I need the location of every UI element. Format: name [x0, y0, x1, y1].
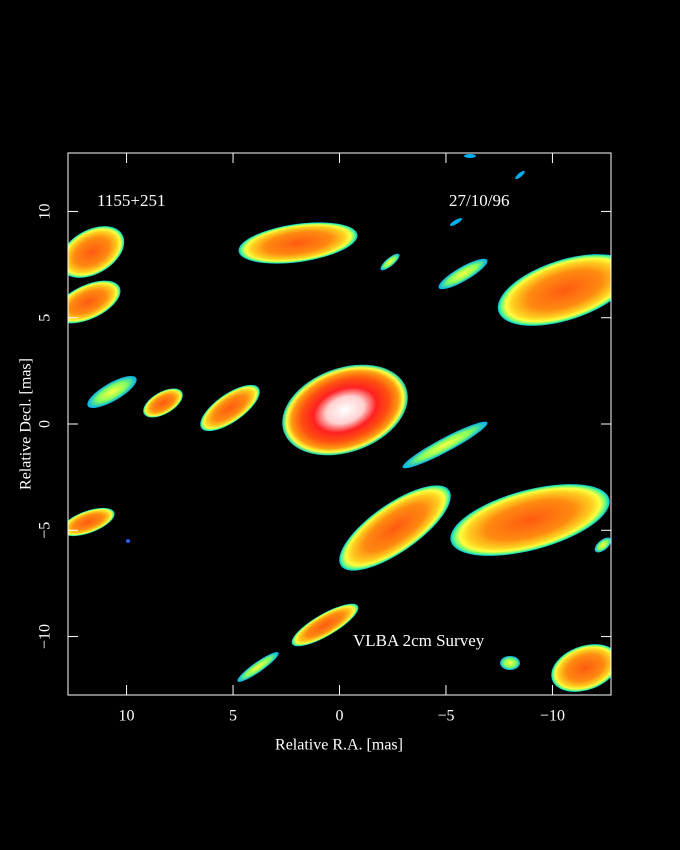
x-tick-label: −5 — [437, 708, 454, 725]
x-tick-label: 0 — [336, 708, 344, 725]
annotation: 27/10/96 — [449, 191, 509, 210]
y-tick-label: 5 — [37, 314, 54, 322]
y-axis-label: Relative Decl. [mas] — [18, 358, 35, 490]
image — [68, 154, 611, 692]
y-tick-label: −5 — [37, 522, 54, 539]
y-tick-label: 0 — [37, 420, 54, 428]
x-tick-label: 5 — [229, 708, 237, 725]
x-tick-label: 10 — [119, 708, 135, 725]
x-tick-label: −10 — [540, 708, 565, 725]
annotation: 1155+251 — [97, 191, 165, 210]
y-tick-label: −10 — [37, 624, 54, 649]
chart-title: VLBA 2cm Survey — [353, 631, 485, 650]
x-axis-label: Relative R.A. [mas] — [275, 737, 403, 754]
y-tick-label: 10 — [37, 203, 54, 219]
